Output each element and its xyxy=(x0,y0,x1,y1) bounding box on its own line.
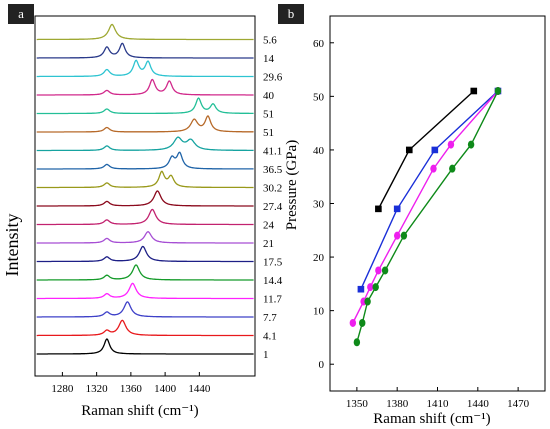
panel-a: a Intensity Raman shift (cm⁻¹) 1280 1320 1… xyxy=(2,4,283,419)
y-tick-label: 10 xyxy=(313,306,325,318)
trace-pressure-label: 4.1 xyxy=(263,331,277,343)
data-point xyxy=(470,87,478,95)
panel-b-ylabel: Pressure (GPa) xyxy=(284,140,300,230)
series-line xyxy=(356,90,499,343)
spectrum-trace xyxy=(36,97,254,115)
data-point xyxy=(393,205,401,213)
data-point xyxy=(364,297,371,306)
x-tick-label: 1440 xyxy=(467,398,490,410)
trace-pressure-label: 29.6 xyxy=(263,72,283,84)
data-point xyxy=(405,146,413,154)
x-tick-label: 1410 xyxy=(427,398,450,410)
spectrum-trace xyxy=(36,301,254,318)
data-point xyxy=(467,140,475,149)
y-tick-label: 40 xyxy=(313,145,325,157)
spectrum-trace xyxy=(36,208,254,226)
data-point xyxy=(357,285,365,293)
x-tick-label: 1400 xyxy=(154,383,177,395)
x-tick-label: 1360 xyxy=(120,383,143,395)
spectrum-trace xyxy=(36,170,254,189)
data-point xyxy=(375,205,382,213)
panel-a-x-ticks: 1280 1320 1360 1400 1440 xyxy=(51,372,211,395)
x-tick-label: 1440 xyxy=(188,383,211,395)
trace-pressure-label: 14.4 xyxy=(263,275,283,287)
panel-a-tag-box xyxy=(8,4,34,24)
y-tick-label: 20 xyxy=(313,252,325,264)
x-tick-label: 1280 xyxy=(51,383,74,395)
data-point xyxy=(349,318,357,327)
data-point xyxy=(381,266,389,275)
y-tick-label: 60 xyxy=(313,38,325,50)
y-tick-label: 50 xyxy=(313,91,325,103)
spectrum-trace xyxy=(36,78,254,96)
data-point xyxy=(431,146,439,154)
data-point xyxy=(430,164,437,173)
data-point xyxy=(400,231,408,240)
spectrum-trace xyxy=(36,264,254,281)
spectrum-trace xyxy=(36,338,254,355)
x-tick-label: 1350 xyxy=(346,398,369,410)
series-line xyxy=(377,90,475,210)
spectrum-trace xyxy=(36,245,254,263)
panel-b-tag-box xyxy=(278,4,304,24)
data-point xyxy=(494,87,502,95)
y-tick-label: 0 xyxy=(319,359,325,371)
panel-b-tag: b xyxy=(288,6,295,21)
trace-pressure-label: 30.2 xyxy=(263,183,282,195)
data-point xyxy=(353,338,361,347)
spectrum-trace xyxy=(36,231,254,244)
x-tick-label: 1380 xyxy=(386,398,409,410)
data-point xyxy=(372,283,379,292)
trace-pressure-label: 24 xyxy=(263,220,275,232)
spectrum-trace xyxy=(36,190,254,207)
spectrum-trace xyxy=(36,319,254,337)
series-line xyxy=(360,90,499,290)
trace-pressure-label: 17.5 xyxy=(263,257,283,269)
panel-a-ylabel: Intensity xyxy=(2,214,22,277)
spectrum-trace xyxy=(36,42,254,59)
trace-pressure-label: 36.5 xyxy=(263,164,283,176)
panel-a-trace-labels: 1 4.1 7.7 11.7 14.4 17.5 21 24 27.4 30.2 36.5 41.1 5… xyxy=(263,35,283,362)
panel-b-xlabel: Raman shift (cm⁻¹) xyxy=(373,411,490,427)
trace-pressure-label: 11.7 xyxy=(263,294,282,306)
data-point xyxy=(359,318,366,327)
y-tick-label: 30 xyxy=(313,199,325,211)
x-tick-label: 1470 xyxy=(507,398,530,410)
trace-pressure-label: 7.7 xyxy=(263,312,277,324)
trace-pressure-label: 41.1 xyxy=(263,146,282,158)
panel-b-series xyxy=(349,87,502,347)
spectrum-trace xyxy=(36,115,254,133)
data-point xyxy=(367,283,374,292)
spectrum-trace xyxy=(36,59,254,78)
data-point xyxy=(449,164,456,173)
trace-pressure-label: 40 xyxy=(263,90,275,102)
data-point xyxy=(393,231,401,240)
spectrum-trace xyxy=(36,136,254,152)
panel-b: b Pressure (GPa) Raman shift (cm⁻¹) 1350… xyxy=(278,4,546,427)
spectrum-trace xyxy=(36,151,254,170)
panel-b-ticks: 1350 1380 1410 1440 1470 0 10 20 30 40 50 60 xyxy=(313,38,530,410)
trace-pressure-label: 51 xyxy=(263,127,274,139)
panel-a-tag: a xyxy=(18,6,24,21)
data-point xyxy=(375,266,382,275)
trace-pressure-label: 14 xyxy=(263,53,275,65)
panel-a-frame xyxy=(34,15,256,377)
data-point xyxy=(447,140,455,149)
trace-pressure-label: 21 xyxy=(263,238,274,250)
panel-a-traces xyxy=(36,23,254,355)
spectrum-trace xyxy=(36,282,254,300)
panel-a-xlabel: Raman shift (cm⁻¹) xyxy=(81,403,198,419)
panel-b-frame xyxy=(329,15,546,392)
trace-pressure-label: 27.4 xyxy=(263,201,283,213)
trace-pressure-label: 1 xyxy=(263,349,269,361)
trace-pressure-label: 5.6 xyxy=(263,35,277,47)
spectrum-trace xyxy=(36,23,254,41)
trace-pressure-label: 51 xyxy=(263,109,274,121)
x-tick-label: 1320 xyxy=(86,383,109,395)
